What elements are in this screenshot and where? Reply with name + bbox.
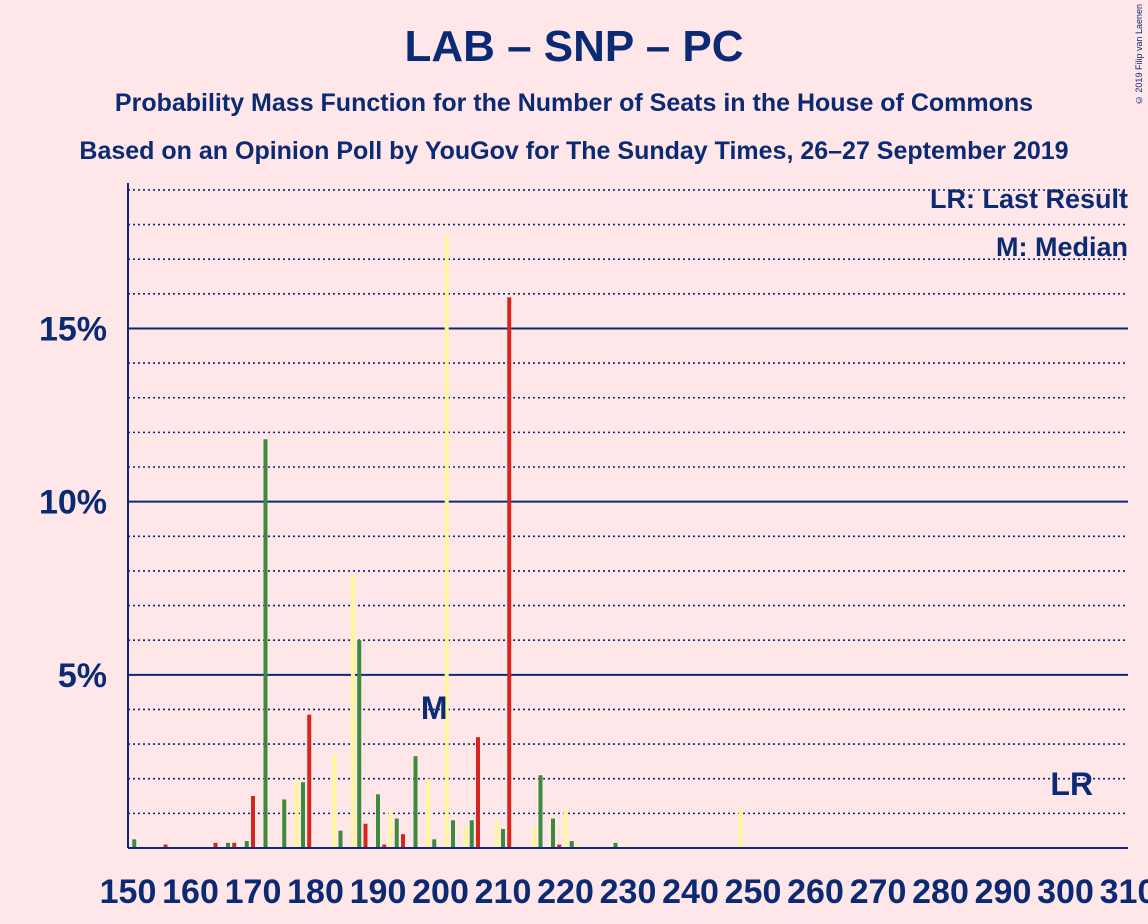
seat-bar	[576, 844, 580, 848]
seat-bar	[569, 841, 574, 848]
seat-bar	[357, 640, 362, 848]
seat-bar	[263, 439, 268, 848]
seat-bar	[432, 839, 437, 848]
seat-bar	[501, 828, 505, 848]
legend-median: M: Median	[996, 232, 1128, 262]
seat-bar	[507, 297, 512, 848]
y-tick-label: 10%	[39, 484, 107, 522]
seat-bar	[163, 844, 168, 848]
x-tick-label: 250	[725, 873, 782, 911]
seat-bar	[494, 820, 499, 848]
x-tick-label: 180	[287, 873, 344, 911]
seat-bar	[301, 782, 305, 848]
seat-bar	[401, 834, 405, 848]
seat-bar	[132, 839, 137, 848]
x-tick-label: 230	[600, 873, 657, 911]
seat-bar	[476, 737, 480, 848]
legend-last-result: LR: Last Result	[929, 184, 1128, 214]
seat-bar	[332, 754, 337, 848]
x-tick-label: 240	[662, 873, 719, 911]
seat-bar	[363, 823, 368, 848]
seat-bar	[413, 756, 418, 848]
seat-bar	[338, 830, 343, 848]
seat-bar	[251, 796, 255, 848]
x-tick-label: 190	[350, 873, 407, 911]
x-tick-label: 150	[100, 873, 157, 911]
chart-subtitle-poll: Based on an Opinion Poll by YouGov for T…	[79, 137, 1069, 165]
x-tick-label: 270	[850, 873, 907, 911]
x-tick-label: 280	[912, 873, 969, 911]
x-tick-label: 290	[975, 873, 1032, 911]
x-tick-label: 210	[475, 873, 532, 911]
seat-bar	[282, 799, 287, 848]
chart-subtitle: Probability Mass Function for the Number…	[114, 89, 1034, 117]
seat-bar	[226, 842, 230, 848]
seat-bar	[382, 844, 387, 848]
y-tick-label: 15%	[39, 310, 107, 348]
seat-bar	[376, 794, 380, 848]
seat-bar	[613, 842, 618, 848]
seat-bar	[444, 234, 449, 848]
seat-bar	[563, 809, 568, 848]
seat-bar	[307, 714, 312, 848]
seat-bar	[394, 818, 399, 848]
x-tick-label: 310	[1100, 873, 1148, 911]
seat-bar	[738, 808, 743, 848]
seat-bar	[557, 844, 562, 848]
x-tick-label: 200	[412, 873, 469, 911]
seat-bar	[469, 820, 474, 848]
seat-bar	[532, 827, 537, 848]
seat-bar	[351, 574, 355, 848]
x-tick-label: 260	[787, 873, 844, 911]
y-tick-label: 5%	[58, 657, 107, 695]
seat-bar	[626, 844, 630, 848]
seat-bar	[213, 842, 218, 848]
last-result-marker: LR	[1050, 766, 1093, 802]
seat-bar	[244, 841, 249, 848]
x-tick-label: 300	[1037, 873, 1094, 911]
seat-bar	[551, 818, 555, 848]
seat-bar	[451, 820, 455, 848]
seat-bar	[232, 842, 237, 848]
seat-bar	[388, 811, 393, 848]
x-tick-label: 160	[162, 873, 219, 911]
x-tick-label: 170	[225, 873, 282, 911]
x-tick-label: 220	[537, 873, 594, 911]
seat-bar	[538, 775, 543, 848]
median-marker: M	[421, 690, 448, 726]
seat-bar	[426, 778, 430, 848]
seat-bar	[463, 827, 468, 848]
chart-title: LAB – SNP – PC	[404, 22, 744, 71]
seat-bar	[294, 778, 299, 848]
